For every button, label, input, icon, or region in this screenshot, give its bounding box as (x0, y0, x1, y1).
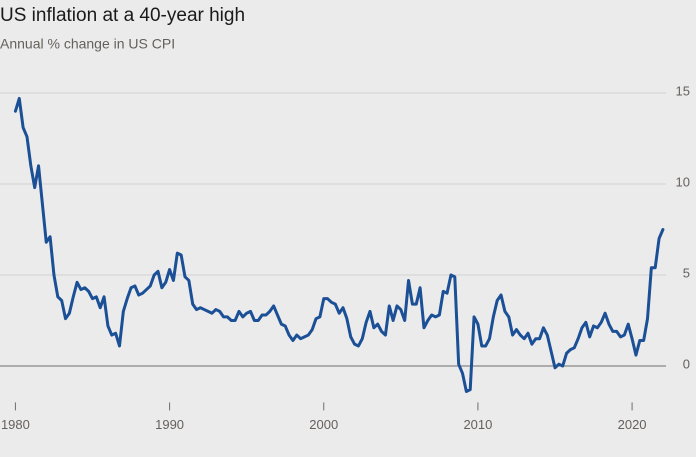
line (13, 96, 665, 393)
x-tick-label: 2000 (309, 417, 338, 432)
x-tick-label: 1990 (155, 417, 184, 432)
y-tick-label: 5 (683, 265, 690, 280)
x-tick-label: 2020 (618, 417, 647, 432)
chart-title: US inflation at a 40-year high (0, 5, 245, 26)
chart-subtitle: Annual % change in US CPI (0, 36, 175, 52)
y-tick-label: 0 (683, 356, 690, 371)
y-tick-label: 10 (676, 174, 690, 189)
x-tick-label: 2010 (463, 417, 492, 432)
x-tick-label: 1980 (1, 417, 30, 432)
y-tick-label: 15 (676, 83, 690, 98)
